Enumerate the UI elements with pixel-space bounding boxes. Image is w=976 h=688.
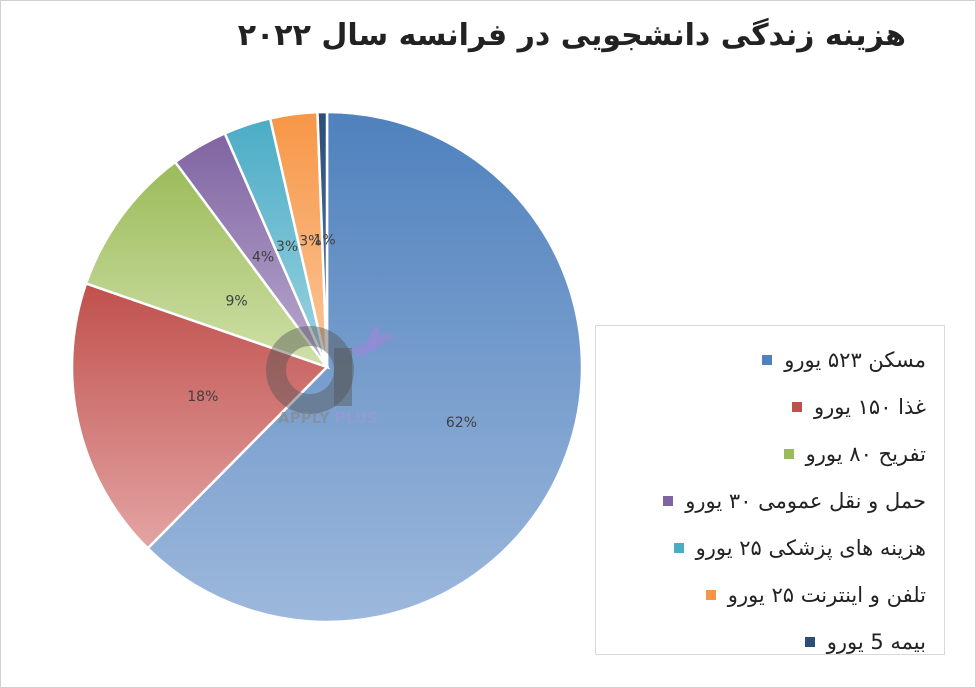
legend-label: غذا ۱۵۰ یورو	[813, 394, 926, 419]
legend-item: بیمه 5 یورو	[596, 618, 926, 665]
legend-swatch	[791, 401, 802, 412]
legend-swatch	[705, 589, 716, 600]
legend-item: غذا ۱۵۰ یورو	[596, 383, 926, 430]
legend-label: مسکن ۵۲۳ یورو	[784, 347, 926, 372]
legend-swatch	[783, 448, 794, 459]
watermark-text: APPLY PLUS	[278, 409, 378, 427]
data-label-4: 4%	[252, 250, 274, 266]
data-label-3: 9%	[225, 294, 247, 310]
data-label-1: 62%	[446, 415, 477, 431]
data-label-5: 3%	[276, 239, 298, 255]
legend-item: تلفن و اینترنت ۲۵ یورو	[596, 571, 926, 618]
legend-item: تفریح ۸۰ یورو	[596, 430, 926, 477]
pie-slice-3	[84, 160, 331, 370]
legend-swatch	[762, 354, 773, 365]
chart-title: هزینه زندگی دانشجویی در فرانسه سال ۲۰۲۲	[237, 18, 906, 53]
legend-item: حمل و نقل عمومی ۳۰ یورو	[596, 477, 926, 524]
legend-swatch	[663, 495, 674, 506]
legend-label: تلفن و اینترنت ۲۵ یورو	[727, 582, 926, 607]
pie-slice-1	[145, 110, 584, 624]
legend-label: حمل و نقل عمومی ۳۰ یورو	[685, 488, 926, 513]
watermark-brand-b: PLUS	[334, 409, 378, 427]
watermark-brand-a: APPLY	[278, 409, 330, 427]
data-label-2: 18%	[187, 389, 218, 405]
legend-label: بیمه 5 یورو	[826, 629, 926, 654]
data-label-6: 3%	[299, 234, 321, 250]
chart-legend: مسکن ۵۲۳ یورو غذا ۱۵۰ یورو تفریح ۸۰ یورو حم…	[595, 325, 945, 655]
legend-label: هزینه های پزشکی ۲۵ یورو	[695, 535, 926, 560]
legend-swatch	[804, 636, 815, 647]
legend-label: تفریح ۸۰ یورو	[805, 441, 926, 466]
pie-slice-2	[70, 281, 330, 551]
pie-slice-7	[316, 110, 329, 368]
legend-swatch	[673, 542, 684, 553]
data-label-7: 1%	[314, 233, 336, 249]
legend-item: هزینه های پزشکی ۲۵ یورو	[596, 524, 926, 571]
legend-item: مسکن ۵۲۳ یورو	[596, 336, 926, 383]
